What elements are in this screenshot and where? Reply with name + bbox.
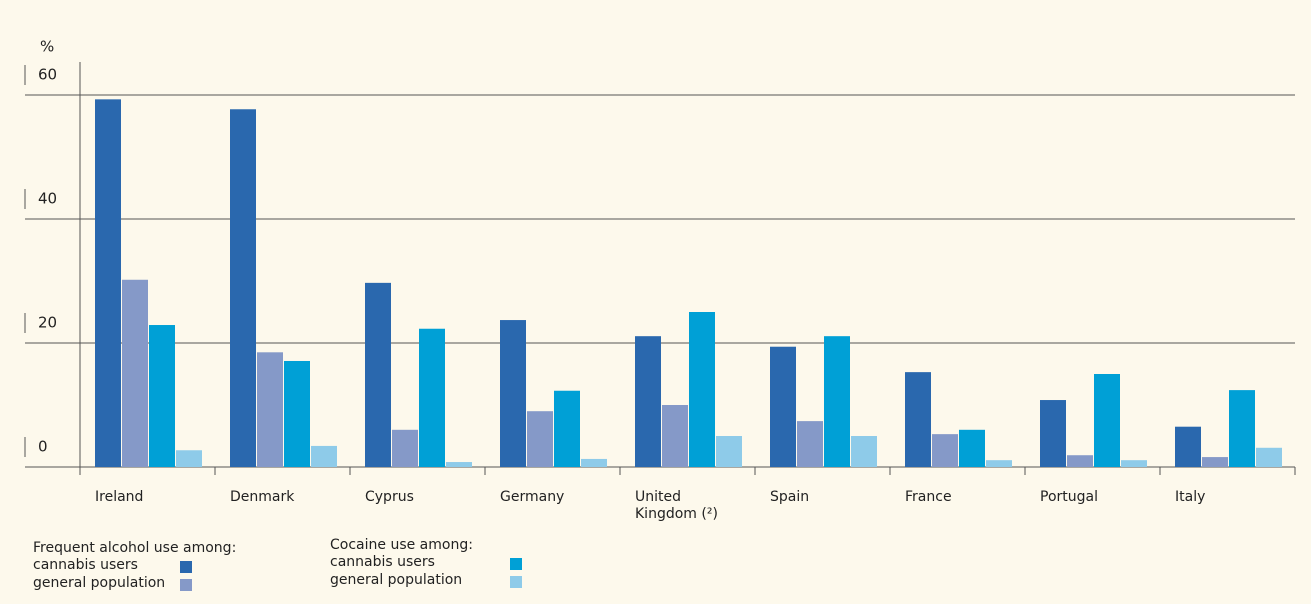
bar xyxy=(500,320,526,467)
bar xyxy=(1229,390,1255,467)
legend-label: cannabis users xyxy=(33,557,138,573)
bar xyxy=(797,421,823,467)
bar xyxy=(527,411,553,467)
bar xyxy=(365,282,391,467)
y-tick-label: 40 xyxy=(38,190,57,208)
y-tick-label: 0 xyxy=(38,438,48,456)
bar xyxy=(581,458,607,467)
bar xyxy=(257,352,283,467)
bar xyxy=(554,390,580,467)
bar xyxy=(392,429,418,467)
legend-label: general population xyxy=(33,575,166,591)
legend-label: general population xyxy=(330,572,463,588)
x-tick-label: France xyxy=(905,489,952,505)
bar xyxy=(176,450,202,467)
x-tick-label: Denmark xyxy=(230,489,295,505)
bar xyxy=(986,460,1012,467)
x-tick-label: United Kingdom (²) xyxy=(635,489,718,522)
legend-swatch xyxy=(510,558,522,570)
bar xyxy=(824,336,850,467)
x-tick-label: Italy xyxy=(1175,489,1206,505)
x-tick-label: Cyprus xyxy=(365,489,414,505)
x-tick-label: Spain xyxy=(770,489,810,505)
bar xyxy=(959,429,985,467)
bar xyxy=(446,462,472,467)
bar xyxy=(851,436,877,467)
bar xyxy=(770,346,796,467)
bar xyxy=(1121,460,1147,467)
bar xyxy=(122,279,148,467)
bar xyxy=(1040,400,1066,467)
bar xyxy=(284,360,310,467)
bar xyxy=(149,325,175,467)
y-axis-label: % xyxy=(40,38,54,56)
bar xyxy=(419,328,445,467)
legend-label: cannabis users xyxy=(330,554,435,570)
bar xyxy=(635,336,661,467)
bar xyxy=(1256,447,1282,467)
bar xyxy=(662,405,688,467)
bar xyxy=(230,109,256,467)
bar xyxy=(905,372,931,467)
bar xyxy=(932,434,958,467)
bar xyxy=(311,445,337,467)
bar xyxy=(716,436,742,467)
x-tick-label: Portugal xyxy=(1040,489,1098,505)
y-tick-label: 60 xyxy=(38,66,57,84)
bar xyxy=(95,99,121,467)
bar xyxy=(689,312,715,467)
bar xyxy=(1202,457,1228,467)
legend-swatch xyxy=(180,561,192,573)
legend-swatch xyxy=(510,576,522,588)
y-tick-label: 20 xyxy=(38,314,57,332)
legend-swatch xyxy=(180,579,192,591)
bar xyxy=(1094,374,1120,467)
bar xyxy=(1175,426,1201,467)
legend-title: Frequent alcohol use among: xyxy=(33,540,237,556)
legend-title: Cocaine use among: xyxy=(330,537,473,553)
x-tick-label: Germany xyxy=(500,489,565,505)
bar xyxy=(1067,455,1093,467)
x-tick-label: Ireland xyxy=(95,489,144,505)
